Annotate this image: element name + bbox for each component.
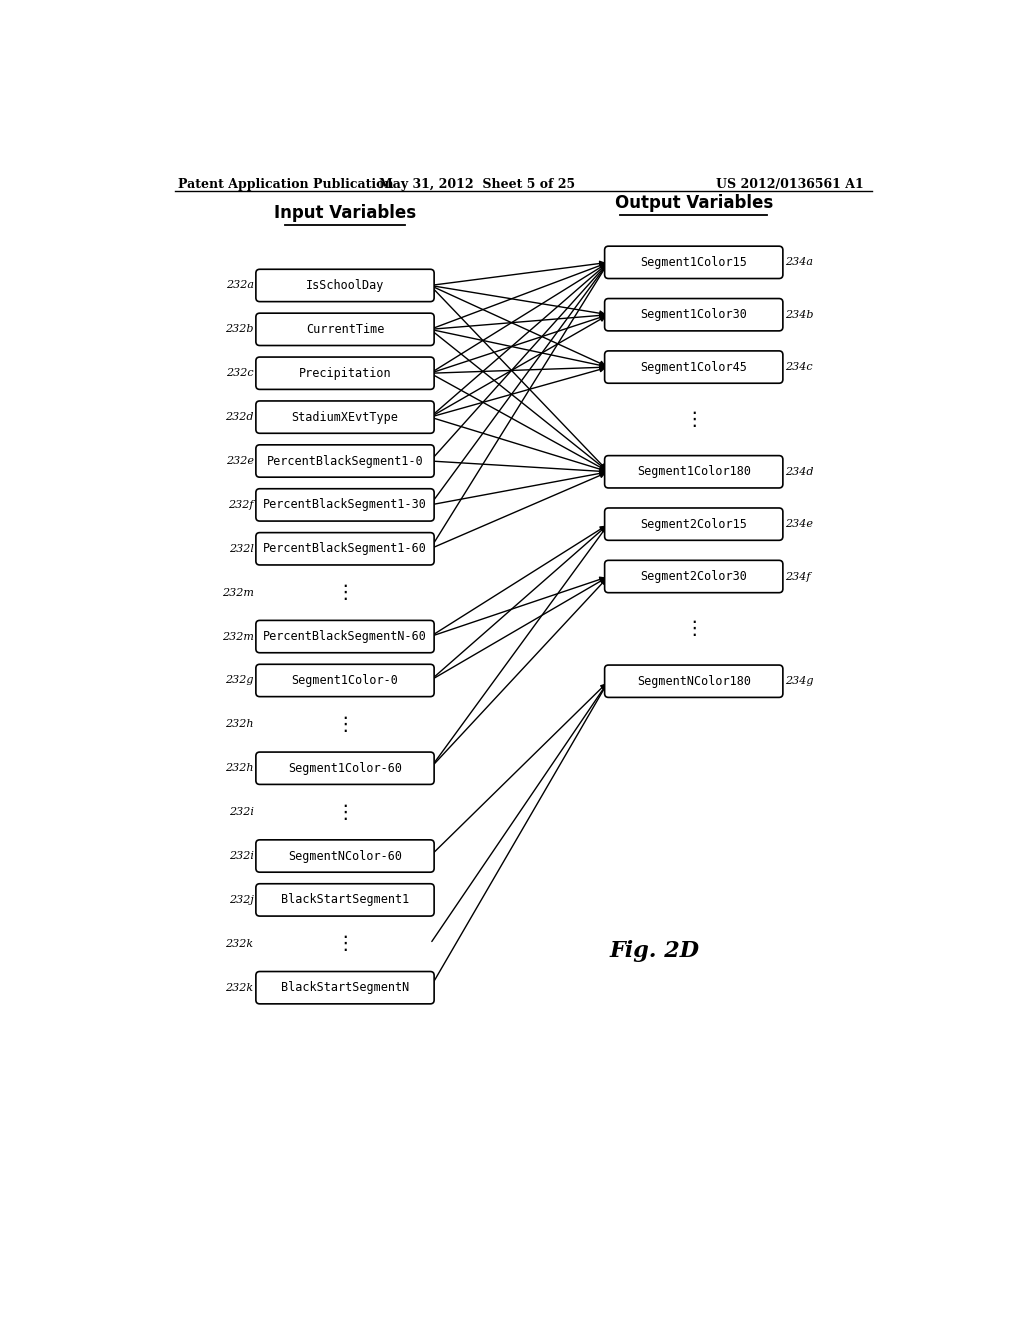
Text: 232e: 232e — [225, 455, 254, 466]
Text: 232c: 232c — [226, 368, 254, 379]
Text: Segment1Color-60: Segment1Color-60 — [288, 762, 402, 775]
Text: 232a: 232a — [225, 280, 254, 290]
FancyBboxPatch shape — [604, 561, 783, 593]
FancyBboxPatch shape — [604, 508, 783, 540]
Text: SegmentNColor180: SegmentNColor180 — [637, 675, 751, 688]
Text: Output Variables: Output Variables — [614, 194, 773, 213]
Text: 234f: 234f — [785, 572, 811, 582]
Text: 232l: 232l — [228, 544, 254, 554]
Text: Fig. 2D: Fig. 2D — [610, 940, 700, 962]
Text: 234g: 234g — [785, 676, 814, 686]
Text: PercentBlackSegment1-0: PercentBlackSegment1-0 — [266, 454, 423, 467]
Text: Segment2Color30: Segment2Color30 — [640, 570, 748, 583]
Text: ⋮: ⋮ — [335, 803, 354, 821]
Text: CurrentTime: CurrentTime — [306, 323, 384, 335]
FancyBboxPatch shape — [256, 972, 434, 1003]
Text: BlackStartSegmentN: BlackStartSegmentN — [281, 981, 410, 994]
Text: Patent Application Publication: Patent Application Publication — [178, 178, 394, 190]
Text: 232k: 232k — [225, 982, 254, 993]
Text: May 31, 2012  Sheet 5 of 25: May 31, 2012 Sheet 5 of 25 — [379, 178, 574, 190]
Text: 232d: 232d — [225, 412, 254, 422]
FancyBboxPatch shape — [256, 445, 434, 478]
Text: ⋮: ⋮ — [684, 619, 703, 639]
FancyBboxPatch shape — [256, 358, 434, 389]
FancyBboxPatch shape — [604, 455, 783, 488]
Text: 232m: 232m — [221, 631, 254, 642]
Text: 234e: 234e — [785, 519, 813, 529]
FancyBboxPatch shape — [604, 298, 783, 331]
Text: Input Variables: Input Variables — [274, 205, 416, 222]
FancyBboxPatch shape — [256, 488, 434, 521]
FancyBboxPatch shape — [604, 351, 783, 383]
Text: SegmentNColor-60: SegmentNColor-60 — [288, 850, 402, 862]
Text: Segment1Color15: Segment1Color15 — [640, 256, 748, 269]
FancyBboxPatch shape — [604, 665, 783, 697]
Text: US 2012/0136561 A1: US 2012/0136561 A1 — [717, 178, 864, 190]
FancyBboxPatch shape — [256, 840, 434, 873]
Text: Segment1Color-0: Segment1Color-0 — [292, 675, 398, 686]
Text: 232m: 232m — [221, 587, 254, 598]
Text: BlackStartSegment1: BlackStartSegment1 — [281, 894, 410, 907]
FancyBboxPatch shape — [256, 313, 434, 346]
Text: PercentBlackSegmentN-60: PercentBlackSegmentN-60 — [263, 630, 427, 643]
Text: 232f: 232f — [228, 500, 254, 510]
Text: ⋮: ⋮ — [335, 935, 354, 953]
Text: IsSchoolDay: IsSchoolDay — [306, 279, 384, 292]
FancyBboxPatch shape — [256, 884, 434, 916]
Text: 232g: 232g — [225, 676, 254, 685]
Text: 232i: 232i — [228, 851, 254, 861]
Text: ⋮: ⋮ — [335, 715, 354, 734]
Text: StadiumXEvtType: StadiumXEvtType — [292, 411, 398, 424]
Text: Segment2Color15: Segment2Color15 — [640, 517, 748, 531]
Text: 232j: 232j — [228, 895, 254, 906]
Text: PercentBlackSegment1-30: PercentBlackSegment1-30 — [263, 499, 427, 511]
Text: Segment1Color30: Segment1Color30 — [640, 308, 748, 321]
Text: PercentBlackSegment1-60: PercentBlackSegment1-60 — [263, 543, 427, 556]
Text: ⋮: ⋮ — [684, 411, 703, 429]
FancyBboxPatch shape — [256, 532, 434, 565]
FancyBboxPatch shape — [604, 247, 783, 279]
Text: 232k: 232k — [225, 939, 254, 949]
FancyBboxPatch shape — [256, 620, 434, 653]
Text: 232i: 232i — [228, 807, 254, 817]
FancyBboxPatch shape — [256, 269, 434, 302]
Text: 234b: 234b — [785, 310, 814, 319]
Text: Precipitation: Precipitation — [299, 367, 391, 380]
Text: 232b: 232b — [225, 325, 254, 334]
Text: Segment1Color45: Segment1Color45 — [640, 360, 748, 374]
Text: 234d: 234d — [785, 467, 814, 477]
Text: 232h: 232h — [225, 719, 254, 730]
Text: Segment1Color180: Segment1Color180 — [637, 465, 751, 478]
Text: 234a: 234a — [785, 257, 813, 268]
Text: 234c: 234c — [785, 362, 813, 372]
Text: ⋮: ⋮ — [335, 583, 354, 602]
Text: 232h: 232h — [225, 763, 254, 774]
FancyBboxPatch shape — [256, 401, 434, 433]
FancyBboxPatch shape — [256, 752, 434, 784]
FancyBboxPatch shape — [256, 664, 434, 697]
